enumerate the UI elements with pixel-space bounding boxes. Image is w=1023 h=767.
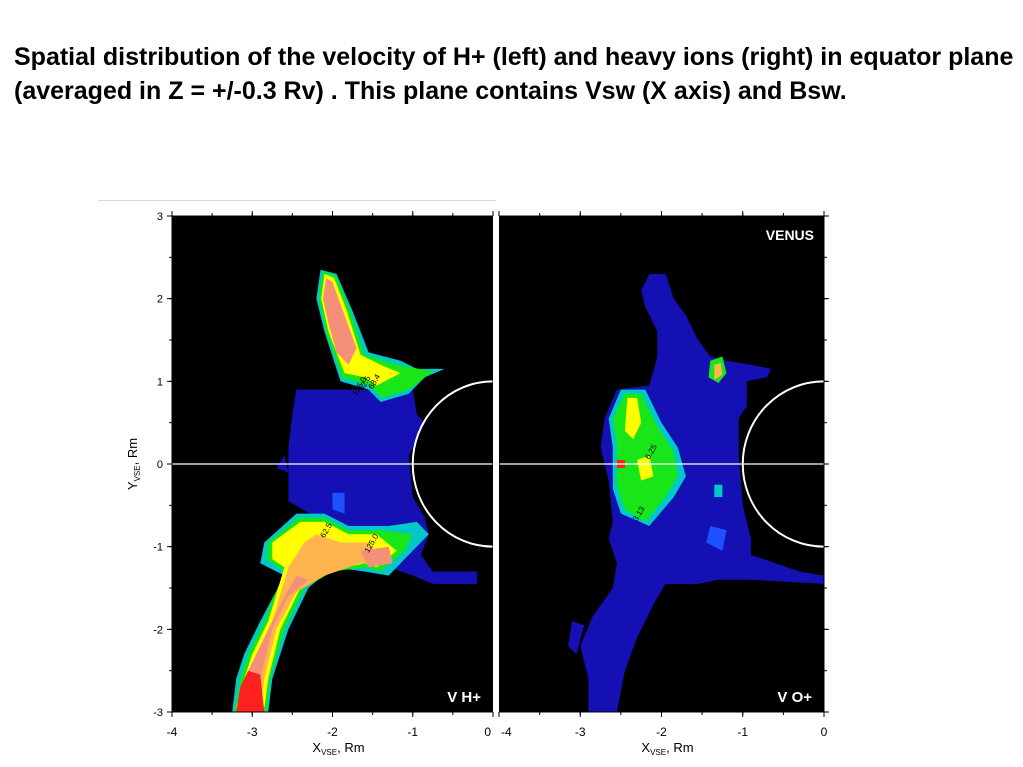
blue-lower-left (568, 621, 585, 655)
salmon-core-lower (240, 575, 309, 704)
separator-line (98, 200, 496, 201)
x-tick-label: -3 (575, 725, 586, 739)
axes-h-plus: -4 -3 -2 -1 0 -3 -2 -1 0 1 2 3 XVSE, Rm YVSE, Rm V H+ (125, 211, 494, 757)
panel-label: V H+ (447, 689, 481, 706)
panel-label: V O+ (777, 689, 812, 706)
x-tick-label: -2 (656, 725, 667, 739)
x-tick-label: -1 (737, 725, 748, 739)
blue-bright-patch (332, 492, 345, 514)
axes-o-plus: -4 -3 -2 -1 0 XVSE, Rm V O+ VENUS (498, 211, 829, 757)
cyan-lower-patch (714, 484, 723, 498)
blue-bright-lower (706, 526, 727, 551)
y-tick-label: 0 (157, 459, 163, 471)
yellow-band-upper (321, 273, 401, 386)
y-tick-label: -2 (153, 624, 163, 636)
x-tick-label: 0 (484, 725, 491, 739)
x-tick-label: -4 (167, 725, 178, 739)
blue-upper-plume (580, 273, 824, 712)
red-core (236, 670, 265, 712)
x-tick-label: -1 (407, 725, 418, 739)
slide-title: Spatial distribution of the velocity of … (14, 43, 1014, 105)
yellow-region-2 (637, 455, 654, 481)
yellow-region (624, 397, 642, 440)
x-tick-label: -4 (501, 725, 512, 739)
y-tick-label: -1 (153, 542, 163, 554)
x-tick-label: -2 (327, 725, 338, 739)
panel-divider (493, 216, 499, 712)
y-tick-label: 1 (157, 376, 163, 388)
salmon-core-upper (322, 278, 357, 365)
x-tick-label: 0 (821, 725, 828, 739)
x-axis-label: XVSE, Rm (641, 740, 693, 757)
x-axis-label: XVSE, Rm (312, 740, 364, 757)
y-axis-label: YVSE, Rm (125, 438, 142, 490)
corner-label: VENUS (766, 227, 814, 243)
salmon-patch (360, 546, 393, 568)
y-tick-label: 2 (157, 294, 163, 306)
y-tick-label: 3 (157, 211, 163, 223)
blue-region (288, 389, 477, 584)
y-tick-label: -3 (153, 707, 163, 719)
orange-upper-blob (714, 363, 723, 380)
panel-o-plus: 6.253.13 (499, 216, 825, 712)
x-tick-label: -3 (247, 725, 258, 739)
